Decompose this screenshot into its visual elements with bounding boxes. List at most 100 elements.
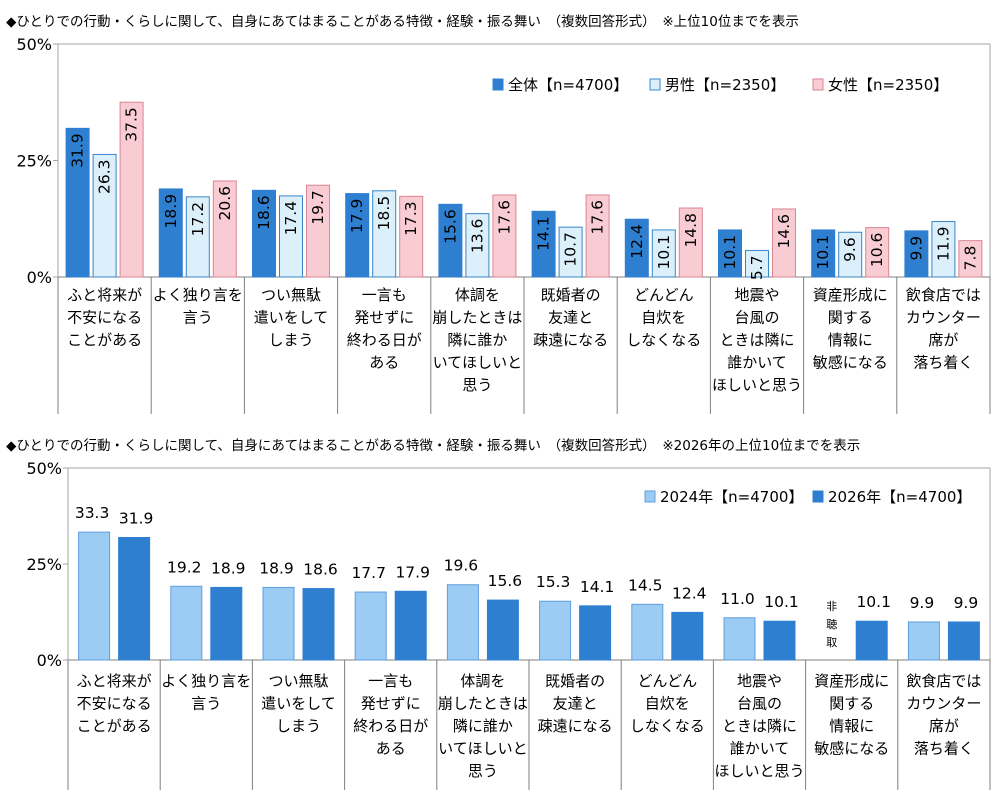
bar xyxy=(907,621,940,661)
category-label: 情報に xyxy=(828,331,873,349)
data-label: 14.1 xyxy=(580,578,615,596)
data-label: 9.6 xyxy=(841,237,859,262)
data-label: 18.9 xyxy=(211,559,246,577)
category-label: しなくなる xyxy=(626,331,701,349)
bar xyxy=(158,188,183,278)
category-label: 友達と xyxy=(553,695,598,713)
bar xyxy=(65,127,90,278)
data-label: 15.3 xyxy=(536,573,571,591)
data-label: 10.1 xyxy=(655,235,673,270)
data-label: 7.8 xyxy=(961,246,979,271)
bar xyxy=(345,193,370,278)
data-label: 20.6 xyxy=(216,186,234,221)
y-tick-label: 25% xyxy=(26,555,62,574)
data-label: 12.4 xyxy=(672,584,707,602)
data-label: 12.4 xyxy=(628,224,646,259)
y-tick-label: 0% xyxy=(27,268,52,287)
category-label: 体調を xyxy=(455,286,500,304)
category-label: 一言も xyxy=(368,672,413,690)
bar xyxy=(531,210,556,278)
bar xyxy=(624,218,649,278)
category-label: しなくなる xyxy=(630,717,705,735)
data-label: 10.1 xyxy=(814,235,832,270)
data-label: 26.3 xyxy=(96,159,114,194)
category-label: 地震や xyxy=(734,286,779,304)
data-label: 15.6 xyxy=(441,209,459,244)
bar xyxy=(585,194,610,278)
category-label: ふと将来が xyxy=(67,286,142,304)
category-label: よく独り言を xyxy=(161,672,251,690)
legend-swatch xyxy=(644,490,656,503)
category-label: 発せずに xyxy=(361,695,421,713)
data-label: 17.6 xyxy=(589,200,607,235)
category-label: いてほしいと xyxy=(433,354,523,372)
category-label: よく独り言を xyxy=(153,286,243,304)
category-label: 隣に誰か xyxy=(447,331,507,349)
legend-label: 2026年【n=4700】 xyxy=(828,488,971,506)
bar xyxy=(838,231,863,278)
bar xyxy=(438,203,463,278)
bar xyxy=(394,590,427,661)
category-label: 席が xyxy=(928,331,958,349)
category-label: カウンター xyxy=(906,309,981,327)
data-label: 18.6 xyxy=(303,561,338,579)
data-label: 14.6 xyxy=(775,214,793,249)
data-label: 14.8 xyxy=(682,213,700,248)
data-label: 10.1 xyxy=(721,235,739,270)
bar xyxy=(185,196,210,278)
category-label: 既婚者の xyxy=(541,286,601,304)
bar xyxy=(170,585,203,661)
category-label: 台風の xyxy=(737,695,782,713)
data-label: 17.2 xyxy=(189,202,207,237)
category-label: 終わる日が xyxy=(347,331,422,349)
data-label: 9.9 xyxy=(954,594,979,612)
category-label: 資産形成に xyxy=(813,286,888,304)
category-label: 落ち着く xyxy=(914,740,974,758)
bar xyxy=(354,591,387,661)
data-label: 13.6 xyxy=(468,219,486,254)
category-label: 隣に誰か xyxy=(453,717,513,735)
data-label: 17.4 xyxy=(282,201,300,236)
annotation-text: 聴 xyxy=(826,618,837,631)
category-label: 体調を xyxy=(460,672,505,690)
legend-label: 女性【n=2350】 xyxy=(828,76,948,94)
category-label: 既婚者の xyxy=(545,672,605,690)
legend-label: 全体【n=4700】 xyxy=(508,76,628,94)
annotation-text: 非 xyxy=(826,600,837,613)
data-label: 10.1 xyxy=(764,593,799,611)
bar xyxy=(865,227,890,278)
category-label: 思う xyxy=(468,762,498,780)
category-label: 自炊を xyxy=(645,695,690,713)
category-label: ときは隣に xyxy=(722,717,797,735)
category-label: 落ち着く xyxy=(913,354,973,372)
data-label: 33.3 xyxy=(75,504,110,522)
data-label: 9.9 xyxy=(910,594,935,612)
category-label: 資産形成に xyxy=(814,672,889,690)
data-label: 15.6 xyxy=(488,572,523,590)
category-label: 敏感になる xyxy=(813,354,888,372)
category-label: 遣いをして xyxy=(254,309,329,327)
bar xyxy=(262,586,295,661)
y-tick-label: 50% xyxy=(16,35,52,54)
chart-title: ◆ひとりでの行動・くらしに関して、自身にあてはまることがある特徴・経験・振る舞い… xyxy=(6,13,799,30)
data-label: 19.6 xyxy=(444,557,479,575)
data-label: 17.9 xyxy=(395,563,430,581)
data-label: 18.6 xyxy=(255,195,273,230)
bar xyxy=(78,531,111,661)
category-label: 終わる日が xyxy=(353,717,428,735)
data-label: 19.7 xyxy=(309,190,327,225)
bar xyxy=(855,620,888,661)
category-label: 疎遠になる xyxy=(533,331,608,349)
bar xyxy=(763,620,796,661)
bar xyxy=(212,180,237,278)
data-label: 17.9 xyxy=(348,199,366,234)
category-label: 情報に xyxy=(829,717,874,735)
category-label: 思う xyxy=(462,376,492,394)
bar xyxy=(539,600,572,661)
category-label: 友達と xyxy=(548,309,593,327)
bar xyxy=(931,221,956,278)
category-label: ほしいと思う xyxy=(714,762,804,780)
category-label: 台風の xyxy=(734,309,779,327)
legend-swatch xyxy=(812,78,824,91)
category-label: ことがある xyxy=(67,331,142,349)
